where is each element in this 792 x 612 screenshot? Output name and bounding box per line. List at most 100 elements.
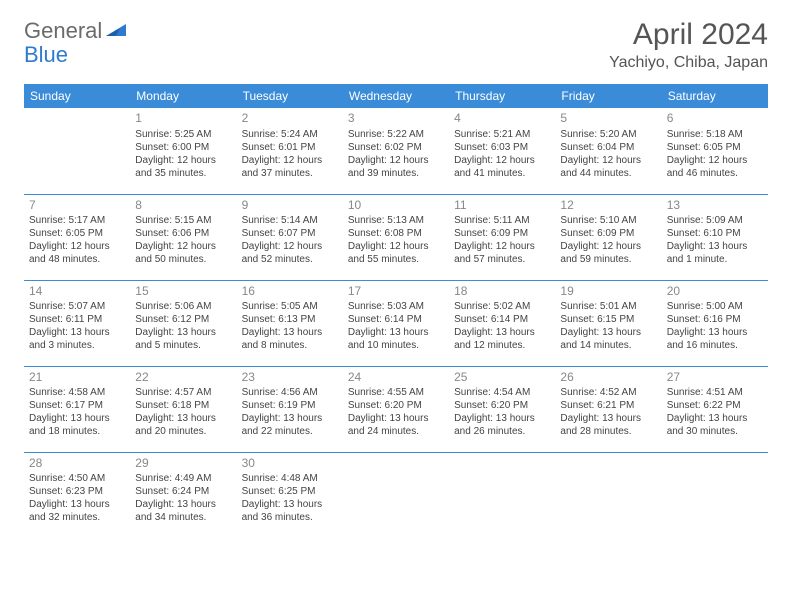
calendar-cell: 30Sunrise: 4:48 AMSunset: 6:25 PMDayligh… <box>237 452 343 538</box>
day-number: 17 <box>348 284 444 300</box>
daylight-text: Daylight: 13 hours and 32 minutes. <box>29 498 125 524</box>
sunrise-text: Sunrise: 5:10 AM <box>560 214 656 227</box>
logo: General <box>24 18 130 44</box>
day-number: 6 <box>667 111 763 127</box>
daylight-text: Daylight: 13 hours and 18 minutes. <box>29 412 125 438</box>
calendar-cell <box>555 452 661 538</box>
day-number: 30 <box>242 456 338 472</box>
day-number: 22 <box>135 370 231 386</box>
daylight-text: Daylight: 13 hours and 12 minutes. <box>454 326 550 352</box>
daylight-text: Daylight: 13 hours and 3 minutes. <box>29 326 125 352</box>
day-number: 19 <box>560 284 656 300</box>
sunrise-text: Sunrise: 5:05 AM <box>242 300 338 313</box>
calendar-table: Sunday Monday Tuesday Wednesday Thursday… <box>24 84 768 538</box>
day-number: 12 <box>560 198 656 214</box>
sunrise-text: Sunrise: 5:03 AM <box>348 300 444 313</box>
day-number: 20 <box>667 284 763 300</box>
sunset-text: Sunset: 6:20 PM <box>454 399 550 412</box>
daylight-text: Daylight: 13 hours and 28 minutes. <box>560 412 656 438</box>
sunrise-text: Sunrise: 4:49 AM <box>135 472 231 485</box>
sunset-text: Sunset: 6:02 PM <box>348 141 444 154</box>
day-number: 2 <box>242 111 338 127</box>
sunrise-text: Sunrise: 5:14 AM <box>242 214 338 227</box>
col-friday: Friday <box>555 84 661 108</box>
month-title: April 2024 <box>609 18 768 52</box>
calendar-cell <box>343 452 449 538</box>
sunrise-text: Sunrise: 5:11 AM <box>454 214 550 227</box>
daylight-text: Daylight: 13 hours and 22 minutes. <box>242 412 338 438</box>
daylight-text: Daylight: 12 hours and 39 minutes. <box>348 154 444 180</box>
day-number: 23 <box>242 370 338 386</box>
col-monday: Monday <box>130 84 236 108</box>
sunrise-text: Sunrise: 4:52 AM <box>560 386 656 399</box>
title-block: April 2024 Yachiyo, Chiba, Japan <box>609 18 768 72</box>
col-wednesday: Wednesday <box>343 84 449 108</box>
calendar-week: 21Sunrise: 4:58 AMSunset: 6:17 PMDayligh… <box>24 366 768 452</box>
sunset-text: Sunset: 6:14 PM <box>454 313 550 326</box>
sunrise-text: Sunrise: 5:01 AM <box>560 300 656 313</box>
sunrise-text: Sunrise: 5:22 AM <box>348 128 444 141</box>
daylight-text: Daylight: 12 hours and 48 minutes. <box>29 240 125 266</box>
sunrise-text: Sunrise: 4:54 AM <box>454 386 550 399</box>
col-thursday: Thursday <box>449 84 555 108</box>
day-number: 25 <box>454 370 550 386</box>
sunset-text: Sunset: 6:20 PM <box>348 399 444 412</box>
calendar-cell: 23Sunrise: 4:56 AMSunset: 6:19 PMDayligh… <box>237 366 343 452</box>
sunrise-text: Sunrise: 5:24 AM <box>242 128 338 141</box>
daylight-text: Daylight: 13 hours and 14 minutes. <box>560 326 656 352</box>
logo-text-blue: Blue <box>24 42 68 68</box>
location: Yachiyo, Chiba, Japan <box>609 54 768 72</box>
daylight-text: Daylight: 13 hours and 5 minutes. <box>135 326 231 352</box>
calendar-cell: 7Sunrise: 5:17 AMSunset: 6:05 PMDaylight… <box>24 194 130 280</box>
daylight-text: Daylight: 13 hours and 10 minutes. <box>348 326 444 352</box>
calendar-cell <box>24 108 130 194</box>
day-number: 24 <box>348 370 444 386</box>
daylight-text: Daylight: 13 hours and 20 minutes. <box>135 412 231 438</box>
col-saturday: Saturday <box>662 84 768 108</box>
calendar-week: 1Sunrise: 5:25 AMSunset: 6:00 PMDaylight… <box>24 108 768 194</box>
calendar-cell: 19Sunrise: 5:01 AMSunset: 6:15 PMDayligh… <box>555 280 661 366</box>
sunrise-text: Sunrise: 5:25 AM <box>135 128 231 141</box>
daylight-text: Daylight: 13 hours and 16 minutes. <box>667 326 763 352</box>
header: General April 2024 Yachiyo, Chiba, Japan <box>24 18 768 72</box>
calendar-cell: 26Sunrise: 4:52 AMSunset: 6:21 PMDayligh… <box>555 366 661 452</box>
sunset-text: Sunset: 6:18 PM <box>135 399 231 412</box>
daylight-text: Daylight: 13 hours and 30 minutes. <box>667 412 763 438</box>
calendar-cell <box>449 452 555 538</box>
day-number: 28 <box>29 456 125 472</box>
calendar-cell: 29Sunrise: 4:49 AMSunset: 6:24 PMDayligh… <box>130 452 236 538</box>
calendar-cell: 11Sunrise: 5:11 AMSunset: 6:09 PMDayligh… <box>449 194 555 280</box>
sunset-text: Sunset: 6:09 PM <box>454 227 550 240</box>
sunset-text: Sunset: 6:19 PM <box>242 399 338 412</box>
sunset-text: Sunset: 6:23 PM <box>29 485 125 498</box>
sunrise-text: Sunrise: 4:57 AM <box>135 386 231 399</box>
sunrise-text: Sunrise: 4:50 AM <box>29 472 125 485</box>
sunrise-text: Sunrise: 4:58 AM <box>29 386 125 399</box>
sunset-text: Sunset: 6:10 PM <box>667 227 763 240</box>
logo-flag-icon <box>106 22 128 40</box>
calendar-header-row: Sunday Monday Tuesday Wednesday Thursday… <box>24 84 768 108</box>
day-number: 14 <box>29 284 125 300</box>
daylight-text: Daylight: 12 hours and 52 minutes. <box>242 240 338 266</box>
sunset-text: Sunset: 6:15 PM <box>560 313 656 326</box>
daylight-text: Daylight: 12 hours and 41 minutes. <box>454 154 550 180</box>
sunset-text: Sunset: 6:04 PM <box>560 141 656 154</box>
daylight-text: Daylight: 12 hours and 57 minutes. <box>454 240 550 266</box>
day-number: 8 <box>135 198 231 214</box>
sunset-text: Sunset: 6:00 PM <box>135 141 231 154</box>
sunrise-text: Sunrise: 5:17 AM <box>29 214 125 227</box>
sunrise-text: Sunrise: 5:09 AM <box>667 214 763 227</box>
calendar-week: 28Sunrise: 4:50 AMSunset: 6:23 PMDayligh… <box>24 452 768 538</box>
calendar-cell: 22Sunrise: 4:57 AMSunset: 6:18 PMDayligh… <box>130 366 236 452</box>
day-number: 27 <box>667 370 763 386</box>
day-number: 18 <box>454 284 550 300</box>
sunset-text: Sunset: 6:14 PM <box>348 313 444 326</box>
daylight-text: Daylight: 12 hours and 37 minutes. <box>242 154 338 180</box>
sunset-text: Sunset: 6:17 PM <box>29 399 125 412</box>
daylight-text: Daylight: 13 hours and 34 minutes. <box>135 498 231 524</box>
calendar-week: 7Sunrise: 5:17 AMSunset: 6:05 PMDaylight… <box>24 194 768 280</box>
calendar-cell: 3Sunrise: 5:22 AMSunset: 6:02 PMDaylight… <box>343 108 449 194</box>
sunset-text: Sunset: 6:22 PM <box>667 399 763 412</box>
sunset-text: Sunset: 6:25 PM <box>242 485 338 498</box>
sunrise-text: Sunrise: 5:06 AM <box>135 300 231 313</box>
